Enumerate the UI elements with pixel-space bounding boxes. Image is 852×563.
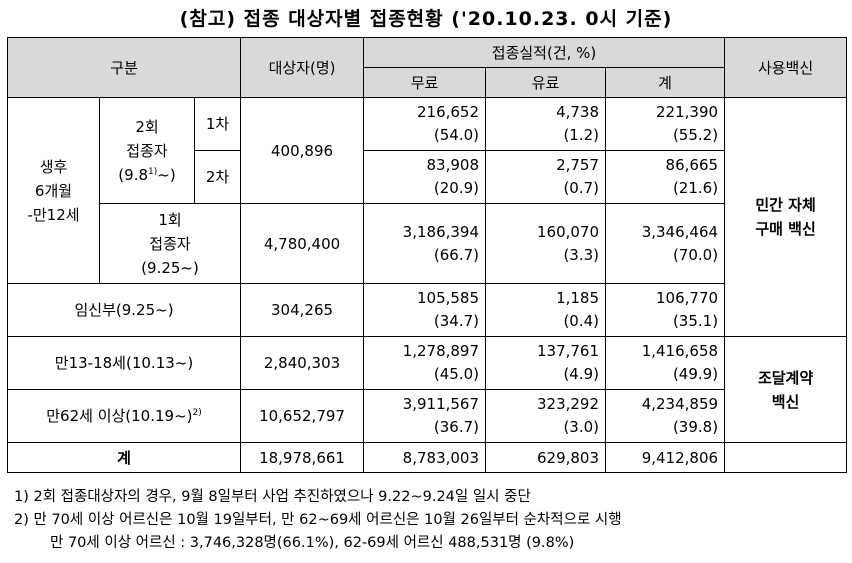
cell-pregnant-free: 105,585 (34.7) <box>363 283 487 337</box>
pregnant-label: 임신부(9.25~) <box>6 283 242 337</box>
sum-free: 8,783,003 <box>363 442 487 473</box>
cell-elder-total: 4,234,859 (39.8) <box>605 389 726 443</box>
header-category: 구분 <box>6 37 242 98</box>
header-paid: 유료 <box>485 67 607 98</box>
cell-one-dose-total: 3,346,464 (70.0) <box>605 203 726 284</box>
cell-elder-free: 3,911,567 (36.7) <box>363 389 487 443</box>
footnote-1: 1) 2회 접종대상자의 경우, 9월 8일부터 사업 추진하였으나 9.22~… <box>14 489 531 505</box>
sum-label: 계 <box>6 442 242 473</box>
cell-second-total: 86,665 (21.6) <box>605 150 726 204</box>
one-dose-target: 4,780,400 <box>240 203 365 284</box>
two-dose-target: 400,896 <box>240 97 365 204</box>
cell-one-dose-free: 3,186,394 (66.7) <box>363 203 487 284</box>
page-title: (참고) 접종 대상자별 접종현황 ('20.10.23. 0시 기준) <box>179 8 673 30</box>
two-dose-label: 2회 접종자 (9.81)~) <box>99 97 195 204</box>
vaccine-contract: 조달계약 백신 <box>724 336 848 443</box>
cell-second-paid: 2,757 (0.7) <box>485 150 607 204</box>
cell-first-paid: 4,738 (1.2) <box>485 97 607 151</box>
footnote-2: 2) 만 70세 이상 어르신은 10월 19일부터, 만 62~69세 어르신… <box>14 512 622 528</box>
cell-pregnant-total: 106,770 (35.1) <box>605 283 726 337</box>
cell-first-free: 216,652 (54.0) <box>363 97 487 151</box>
teen-target: 2,840,303 <box>240 336 365 390</box>
teen-label: 만13-18세(10.13~) <box>6 336 242 390</box>
footnote-2-detail: 만 70세 이상 어르신 : 3,746,328명(66.1%), 62-69세… <box>50 535 575 551</box>
pregnant-target: 304,265 <box>240 283 365 337</box>
sum-total: 9,412,806 <box>605 442 726 473</box>
cell-second-free: 83,908 (20.9) <box>363 150 487 204</box>
infant-group-label: 생후 6개월 -만12세 <box>7 97 100 284</box>
vaccination-table: 구분 대상자(명) 접종실적(건, %) 사용백신 무료 유료 계 생후 6개월 -… <box>6 37 848 473</box>
elder-target: 10,652,797 <box>240 389 365 443</box>
header-vaccine: 사용백신 <box>724 37 848 98</box>
sum-target: 18,978,661 <box>240 442 365 473</box>
sum-vaccine-empty <box>724 442 848 473</box>
second-dose-label: 2차 <box>193 150 242 204</box>
header-target: 대상자(명) <box>240 37 365 98</box>
vaccine-private: 민간 자체 구매 백신 <box>724 97 848 337</box>
header-free: 무료 <box>363 67 487 98</box>
cell-elder-paid: 323,292 (3.0) <box>485 389 607 443</box>
cell-teen-paid: 137,761 (4.9) <box>485 336 607 390</box>
cell-one-dose-paid: 160,070 (3.3) <box>485 203 607 284</box>
elder-label: 만62세 이상(10.19~)2) <box>6 389 242 443</box>
cell-pregnant-paid: 1,185 (0.4) <box>485 283 607 337</box>
footnotes: 1) 2회 접종대상자의 경우, 9월 8일부터 사업 추진하였으나 9.22~… <box>14 486 622 555</box>
first-dose-label: 1차 <box>193 97 242 151</box>
sum-paid: 629,803 <box>485 442 607 473</box>
one-dose-label: 1회 접종자 (9.25~) <box>98 203 242 284</box>
header-results: 접종실적(건, %) <box>363 37 726 68</box>
cell-teen-total: 1,416,658 (49.9) <box>605 336 726 390</box>
cell-teen-free: 1,278,897 (45.0) <box>363 336 487 390</box>
header-total: 계 <box>605 67 726 98</box>
cell-first-total: 221,390 (55.2) <box>605 97 726 151</box>
